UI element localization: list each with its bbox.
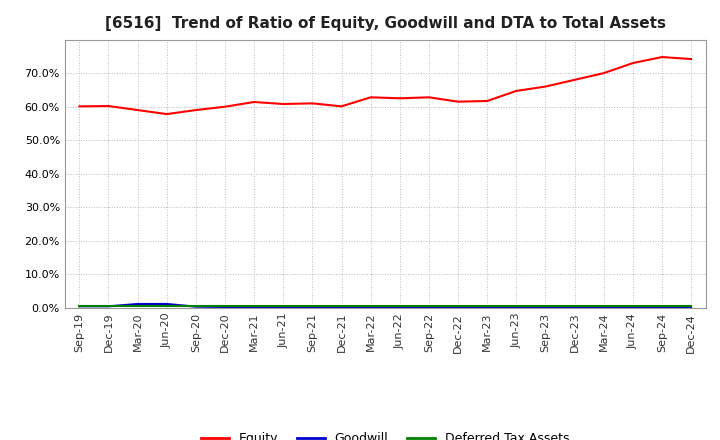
Deferred Tax Assets xyxy=(75,303,84,308)
Goodwill xyxy=(395,304,404,310)
Goodwill xyxy=(599,304,608,310)
Equity xyxy=(250,99,258,105)
Deferred Tax Assets xyxy=(425,303,433,308)
Goodwill xyxy=(657,304,666,310)
Deferred Tax Assets xyxy=(192,303,200,308)
Goodwill xyxy=(163,301,171,307)
Line: Goodwill: Goodwill xyxy=(79,304,691,307)
Goodwill xyxy=(541,304,550,310)
Goodwill xyxy=(512,304,521,310)
Equity xyxy=(483,99,492,104)
Deferred Tax Assets xyxy=(657,303,666,308)
Goodwill xyxy=(483,304,492,310)
Goodwill xyxy=(629,304,637,310)
Equity xyxy=(104,103,113,109)
Deferred Tax Assets xyxy=(366,303,375,308)
Goodwill xyxy=(250,304,258,310)
Equity xyxy=(687,56,696,62)
Equity xyxy=(279,101,287,106)
Equity xyxy=(425,95,433,100)
Deferred Tax Assets xyxy=(570,303,579,308)
Equity xyxy=(337,104,346,109)
Goodwill xyxy=(279,304,287,310)
Goodwill xyxy=(308,304,317,310)
Deferred Tax Assets xyxy=(454,303,462,308)
Equity xyxy=(629,60,637,66)
Equity xyxy=(657,55,666,60)
Deferred Tax Assets xyxy=(512,303,521,308)
Deferred Tax Assets xyxy=(599,303,608,308)
Goodwill xyxy=(337,304,346,310)
Deferred Tax Assets xyxy=(308,303,317,308)
Goodwill xyxy=(75,304,84,309)
Legend: Equity, Goodwill, Deferred Tax Assets: Equity, Goodwill, Deferred Tax Assets xyxy=(197,427,574,440)
Title: [6516]  Trend of Ratio of Equity, Goodwill and DTA to Total Assets: [6516] Trend of Ratio of Equity, Goodwil… xyxy=(104,16,666,32)
Equity xyxy=(454,99,462,104)
Equity xyxy=(570,77,579,82)
Goodwill xyxy=(425,304,433,310)
Deferred Tax Assets xyxy=(483,303,492,308)
Goodwill xyxy=(366,304,375,310)
Equity xyxy=(220,104,229,109)
Deferred Tax Assets xyxy=(541,303,550,308)
Goodwill xyxy=(220,304,229,310)
Line: Equity: Equity xyxy=(79,57,691,114)
Deferred Tax Assets xyxy=(250,303,258,308)
Goodwill xyxy=(192,304,200,309)
Equity xyxy=(599,70,608,76)
Equity xyxy=(366,95,375,100)
Equity xyxy=(308,101,317,106)
Goodwill xyxy=(687,304,696,310)
Goodwill xyxy=(104,304,113,309)
Deferred Tax Assets xyxy=(687,303,696,308)
Deferred Tax Assets xyxy=(279,303,287,308)
Deferred Tax Assets xyxy=(337,303,346,308)
Equity xyxy=(75,104,84,109)
Deferred Tax Assets xyxy=(395,303,404,308)
Goodwill xyxy=(454,304,462,310)
Goodwill xyxy=(570,304,579,310)
Equity xyxy=(512,88,521,94)
Goodwill xyxy=(133,301,142,307)
Equity xyxy=(541,84,550,89)
Equity xyxy=(395,95,404,101)
Equity xyxy=(133,107,142,113)
Deferred Tax Assets xyxy=(163,303,171,308)
Equity xyxy=(192,107,200,113)
Deferred Tax Assets xyxy=(133,303,142,308)
Deferred Tax Assets xyxy=(220,303,229,308)
Equity xyxy=(163,111,171,117)
Deferred Tax Assets xyxy=(104,303,113,308)
Deferred Tax Assets xyxy=(629,303,637,308)
